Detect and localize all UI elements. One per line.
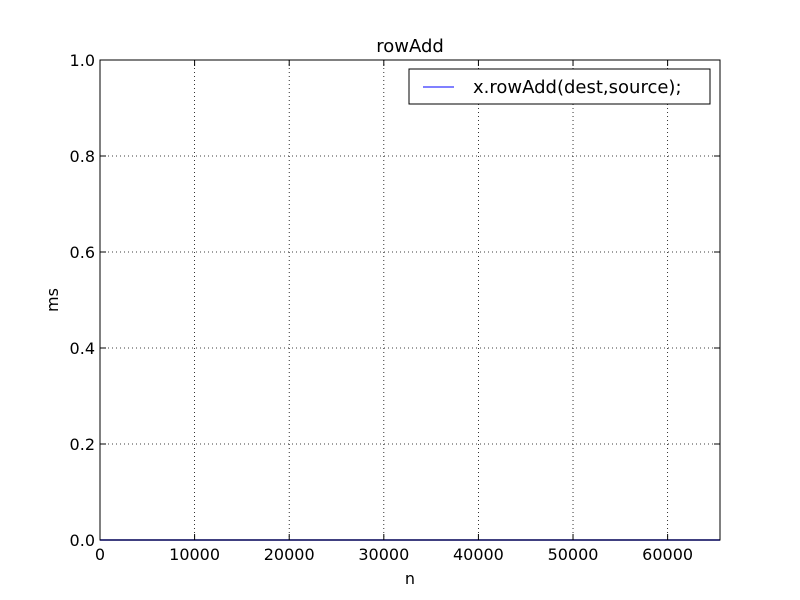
y-tick-label: 0.2 xyxy=(70,435,95,454)
x-tick-label: 40000 xyxy=(453,545,504,564)
plot-frame xyxy=(99,59,721,541)
x-tick-label: 50000 xyxy=(548,545,599,564)
x-tick-label: 30000 xyxy=(358,545,409,564)
y-tick-label: 1.0 xyxy=(70,51,95,70)
x-tick-label: 20000 xyxy=(264,545,315,564)
y-tick-label: 0.8 xyxy=(70,147,95,166)
x-tick-label: 60000 xyxy=(642,545,693,564)
gridlines xyxy=(100,60,720,540)
x-tick-label: 10000 xyxy=(169,545,220,564)
chart-title: rowAdd xyxy=(376,36,444,57)
legend: x.rowAdd(dest,source); xyxy=(408,68,711,105)
x-tick-label: 0 xyxy=(95,545,105,564)
legend-label: x.rowAdd(dest,source); xyxy=(473,77,682,98)
y-tick-label: 0.0 xyxy=(70,531,95,550)
x-axis-label: n xyxy=(405,569,415,588)
axis-ticks: 0 10000 20000 30000 40000 50000 60000 0.0 0.2 0.4… xyxy=(70,51,720,564)
legend-box xyxy=(408,68,711,105)
y-axis-label: ms xyxy=(43,288,62,312)
y-tick-label: 0.4 xyxy=(70,339,95,358)
y-tick-label: 0.6 xyxy=(70,243,95,262)
